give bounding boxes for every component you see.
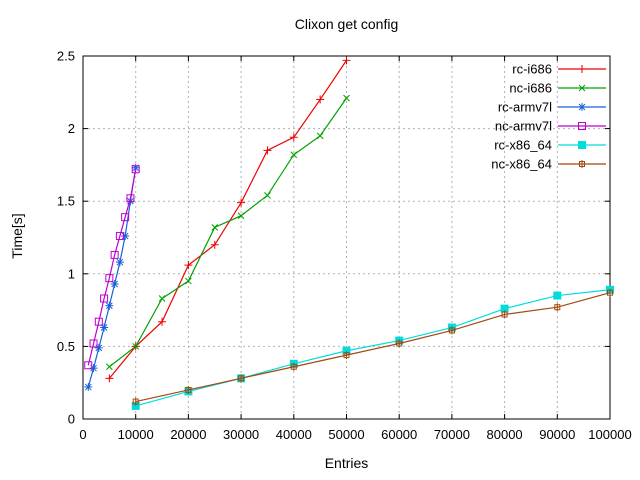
legend-label-nc-i686: nc-i686 [509, 81, 552, 96]
x-tick-label: 30000 [223, 427, 259, 442]
x-tick-label: 20000 [170, 427, 206, 442]
series-markers-nc-i686 [105, 94, 350, 371]
x-tick-label: 40000 [276, 427, 312, 442]
series-line-rc-i686 [108, 60, 347, 379]
x-tick-label: 10000 [118, 427, 154, 442]
x-axis-label: Entries [324, 455, 369, 471]
x-tick-label: 100000 [588, 427, 631, 442]
legend-label-rc-armv7l: rc-armv7l [498, 100, 552, 115]
legend-label-nc-armv7l: nc-armv7l [495, 119, 552, 134]
x-tick-label: 80000 [487, 427, 523, 442]
legend-label-rc-i686: rc-i686 [512, 62, 552, 77]
series-markers-rc-x86_64 [131, 285, 614, 410]
chart-title: Clixon get config [294, 16, 399, 32]
y-tick-label: 0 [68, 412, 75, 427]
y-tick-label: 1.5 [57, 194, 75, 209]
series-line-rc-x86_64 [135, 289, 611, 407]
series-line-nc-armv7l [87, 169, 137, 366]
x-tick-label: 60000 [381, 427, 417, 442]
legend-label-rc-x86_64: rc-x86_64 [494, 138, 552, 153]
series-markers-rc-armv7l [84, 163, 140, 392]
x-tick-label: 0 [79, 427, 86, 442]
y-tick-label: 2.5 [57, 49, 75, 64]
y-tick-label: 0.5 [57, 339, 75, 354]
series-line-rc-armv7l [87, 167, 137, 388]
series-markers-rc-i686 [105, 56, 351, 383]
series-line-nc-x86_64 [135, 292, 611, 403]
x-tick-label: 90000 [539, 427, 575, 442]
series-markers-nc-x86_64 [132, 288, 613, 406]
legend-label-nc-x86_64: nc-x86_64 [491, 157, 552, 172]
y-tick-label: 2 [68, 121, 75, 136]
y-axis-label: Time[s] [9, 213, 25, 259]
x-tick-label: 70000 [434, 427, 470, 442]
series-line-nc-i686 [108, 97, 347, 368]
x-tick-label: 50000 [328, 427, 364, 442]
series-markers-nc-armv7l [84, 165, 140, 370]
y-tick-label: 1 [68, 266, 75, 281]
